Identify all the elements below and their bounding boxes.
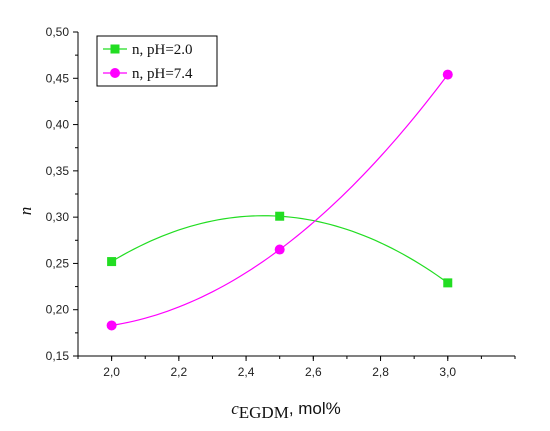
series-fit-line: [111, 74, 449, 327]
y-tick-label: 0,35: [46, 164, 70, 178]
data-point: [443, 278, 453, 288]
data-point: [442, 69, 453, 80]
series-2: [106, 69, 453, 331]
legend-label: n, pH=7.4: [132, 66, 193, 82]
legend-marker: [110, 68, 120, 78]
x-tick-label: 2,6: [305, 365, 322, 379]
data-point: [106, 320, 117, 331]
y-tick-label: 0,50: [46, 25, 70, 39]
legend-marker: [110, 44, 120, 54]
series-1: [107, 211, 453, 288]
x-axis-label-subscript: EGDM: [239, 403, 289, 422]
y-tick-label: 0,15: [46, 349, 70, 363]
series-layer: [106, 69, 453, 331]
y-axis: 0,15 0,20 0,25 0,30 0,35 0,40 0,45 0,50: [46, 25, 78, 363]
x-axis: 2,0 2,2 2,4 2,6 2,8 3,0: [77, 356, 516, 379]
x-axis-label: cEGDM, mol%: [231, 399, 341, 422]
x-axis-label-unit: , mol%: [289, 399, 341, 418]
legend-box: [96, 35, 218, 87]
x-tick-label: 3,0: [439, 365, 456, 379]
legend-label: n, pH=2.0: [132, 42, 193, 58]
y-tick-label: 0,45: [46, 71, 70, 85]
x-axis-label-symbol: c: [231, 399, 239, 418]
y-tick-label: 0,30: [46, 210, 70, 224]
y-tick-label: 0,25: [46, 256, 70, 270]
y-tick-label: 0,40: [46, 118, 70, 132]
legend: n, pH=2.0 n, pH=7.4: [96, 35, 218, 87]
y-tick-label: 0,20: [46, 303, 70, 317]
x-tick-label: 2,0: [103, 365, 120, 379]
data-point: [107, 257, 117, 267]
y-axis-label: n: [16, 207, 35, 216]
x-tick-label: 2,2: [171, 365, 188, 379]
x-tick-label: 2,4: [238, 365, 255, 379]
data-point: [275, 211, 285, 221]
data-point: [274, 244, 285, 255]
x-tick-label: 2,8: [372, 365, 389, 379]
